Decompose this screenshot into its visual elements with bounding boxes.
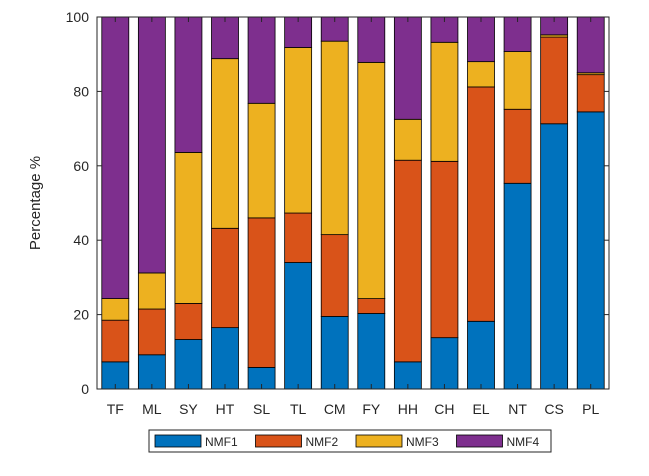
bar-tf-nmf2 (101, 319, 130, 363)
bar-sl-nmf3 (247, 102, 276, 219)
bar-pl-nmf2 (576, 74, 605, 113)
bar-sl-nmf4 (247, 16, 276, 104)
bar-pl-nmf1 (576, 111, 605, 390)
bar-ch-nmf2 (430, 160, 459, 339)
bar-ml-nmf4 (137, 16, 166, 274)
bar-nt-nmf3 (503, 51, 532, 110)
legend-label-nmf2: NMF2 (306, 435, 339, 449)
y-tick-label: 20 (73, 307, 89, 323)
bar-el-nmf3 (467, 61, 495, 88)
x-tick-label-pl: PL (582, 401, 599, 417)
bar-ht-nmf4 (211, 16, 239, 60)
legend-swatch-nmf4 (456, 434, 503, 448)
bar-sy-nmf1 (174, 339, 203, 390)
legend-box (148, 429, 552, 453)
y-tick-label: 40 (73, 232, 89, 248)
x-tick-label-cs: CS (544, 401, 563, 417)
bar-cs-nmf2 (540, 36, 569, 125)
bar-nt-nmf2 (503, 108, 532, 184)
bar-ht-nmf1 (211, 327, 239, 390)
x-tick-label-sy: SY (179, 401, 198, 417)
legend-swatch-nmf1 (154, 434, 202, 448)
bar-sy-nmf2 (174, 303, 203, 340)
legend-label-nmf1: NMF1 (205, 435, 238, 449)
bar-tl-nmf3 (284, 47, 313, 214)
legend-label-nmf3: NMF3 (406, 435, 439, 449)
bar-tf-nmf4 (101, 16, 130, 300)
y-axis-label: Percentage % (27, 156, 44, 250)
bar-tl-nmf2 (284, 212, 313, 263)
x-tick-labels: TF ML SY HT SL TL CM FY HH CH EL NT CS PL (107, 401, 600, 417)
bar-nt-nmf1 (503, 182, 532, 390)
bar-hh-nmf4 (393, 16, 422, 120)
legend-swatch-nmf2 (255, 434, 302, 448)
legend-swatch-nmf3 (355, 434, 403, 448)
y-tick-label: 0 (81, 381, 89, 397)
bar-tf-nmf3 (101, 298, 130, 321)
x-tick-label-ht: HT (216, 401, 235, 417)
legend: NMF1 NMF2 NMF3 NMF4 (148, 429, 552, 453)
bar-cm-nmf3 (320, 40, 349, 236)
x-tick-label-ml: ML (142, 401, 162, 417)
bar-pl-nmf4 (576, 16, 605, 74)
bar-nt-nmf4 (503, 16, 532, 52)
plot-area-frame (96, 16, 610, 390)
bars-layer (101, 16, 605, 390)
bar-cm-nmf2 (320, 234, 349, 317)
bar-sl-nmf2 (247, 217, 276, 368)
bar-ch-nmf1 (430, 337, 459, 390)
x-tick-label-fy: FY (362, 401, 381, 417)
x-tick-label-hh: HH (398, 401, 418, 417)
x-tick-label-cm: CM (324, 401, 346, 417)
bar-ht-nmf3 (211, 58, 239, 229)
y-tick-label: 80 (73, 83, 89, 99)
x-tick-label-tf: TF (107, 401, 124, 417)
bar-fy-nmf2 (357, 298, 386, 314)
y-tick-label: 60 (73, 158, 89, 174)
bar-cs-nmf1 (540, 123, 569, 390)
bar-el-nmf1 (467, 320, 495, 390)
y-tick-label: 100 (66, 9, 90, 25)
legend-label-nmf4: NMF4 (507, 435, 540, 449)
bar-ht-nmf2 (211, 227, 239, 329)
bar-ml-nmf2 (137, 308, 166, 356)
bar-cm-nmf1 (320, 316, 349, 390)
bar-sy-nmf4 (174, 16, 203, 153)
bar-el-nmf2 (467, 86, 495, 322)
bar-fy-nmf3 (357, 61, 386, 300)
bar-hh-nmf3 (393, 118, 422, 161)
bar-ch-nmf3 (430, 41, 459, 162)
x-tick-label-ch: CH (434, 401, 454, 417)
bar-hh-nmf2 (393, 159, 422, 363)
bar-sy-nmf3 (174, 152, 203, 304)
x-tick-label-nt: NT (508, 401, 527, 417)
bar-fy-nmf1 (357, 313, 386, 390)
bar-ml-nmf1 (137, 354, 166, 390)
y-tick-labels: 0 20 40 60 80 100 (66, 9, 90, 397)
x-tick-label-sl: SL (253, 401, 270, 417)
bar-fy-nmf4 (357, 16, 386, 63)
bar-ml-nmf3 (137, 272, 166, 310)
x-tick-label-tl: TL (290, 401, 307, 417)
bar-tl-nmf1 (284, 262, 313, 390)
bar-el-nmf4 (467, 16, 495, 63)
tick-marks (97, 16, 609, 390)
x-tick-label-el: EL (472, 401, 489, 417)
